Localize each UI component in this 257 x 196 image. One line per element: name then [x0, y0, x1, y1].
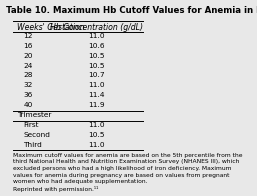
Text: 11.0: 11.0	[88, 83, 105, 88]
Text: 16: 16	[23, 43, 33, 49]
Text: 11.0: 11.0	[88, 33, 105, 39]
Text: 11.9: 11.9	[88, 102, 105, 108]
Text: 24: 24	[23, 63, 33, 69]
Text: 10.6: 10.6	[88, 43, 105, 49]
Text: 36: 36	[23, 92, 33, 98]
Text: 10.7: 10.7	[88, 73, 105, 78]
Text: First: First	[23, 122, 39, 128]
Text: Trimester: Trimester	[17, 112, 52, 118]
Text: 28: 28	[23, 73, 33, 78]
Text: 10.5: 10.5	[88, 132, 105, 138]
Text: Second: Second	[23, 132, 50, 138]
Text: Weeks' Gestation: Weeks' Gestation	[17, 23, 85, 32]
Text: 32: 32	[23, 83, 33, 88]
Text: 20: 20	[23, 53, 33, 59]
Text: 10.5: 10.5	[88, 53, 105, 59]
Text: Hb Concentration (g/dL): Hb Concentration (g/dL)	[50, 23, 143, 32]
Text: Maximum cutoff values for anemia are based on the 5th percentile from the
third : Maximum cutoff values for anemia are bas…	[13, 153, 243, 192]
Text: 12: 12	[23, 33, 33, 39]
Text: 40: 40	[23, 102, 33, 108]
Text: 11.4: 11.4	[88, 92, 105, 98]
Text: Third: Third	[23, 142, 42, 148]
Text: 11.0: 11.0	[88, 122, 105, 128]
Text: 11.0: 11.0	[88, 142, 105, 148]
Text: Table 10. Maximum Hb Cutoff Values for Anemia in Pregnancy: Table 10. Maximum Hb Cutoff Values for A…	[6, 6, 257, 15]
Text: 10.5: 10.5	[88, 63, 105, 69]
